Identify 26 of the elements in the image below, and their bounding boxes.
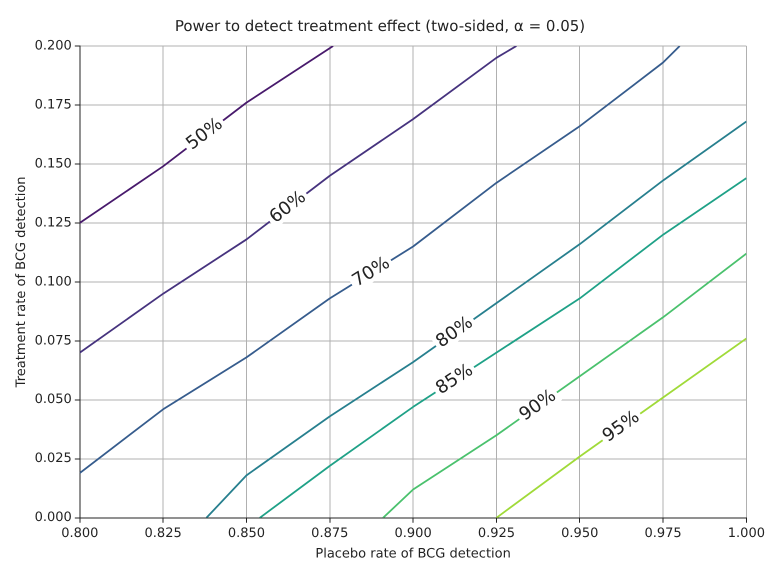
- chart-title: Power to detect treatment effect (two-sided, α = 0.05): [174, 16, 586, 35]
- y-axis-title: Treatment rate of BCG detection: [14, 176, 30, 388]
- y-tick-label: 0.200: [34, 38, 72, 54]
- y-tick-label: 0.050: [34, 392, 72, 408]
- text: 95%: [598, 406, 644, 446]
- x-tick-label: 0.800: [61, 526, 98, 541]
- y-tick-label: 0.125: [34, 215, 72, 230]
- text: 60%: [265, 186, 310, 228]
- x-tick-label: 0.825: [144, 526, 182, 541]
- y-tick-label: 0.150: [34, 156, 72, 172]
- x-tick-label: 0.900: [394, 526, 432, 541]
- y-tick-label: 0.000: [34, 510, 72, 526]
- y-tick-label: 0.075: [34, 333, 72, 348]
- y-tick-label: 0.100: [34, 274, 72, 290]
- x-tick-label: 0.850: [228, 526, 266, 541]
- text: 80%: [432, 312, 477, 352]
- text: 85%: [432, 359, 477, 399]
- y-tick-label: 0.025: [34, 451, 72, 466]
- x-axis-title: Placebo rate of BCG detection: [315, 546, 511, 562]
- x-tick-label: 0.875: [311, 526, 348, 541]
- x-tick-label: 1.000: [728, 526, 765, 541]
- text: 70%: [348, 252, 394, 292]
- x-tick-label: 0.975: [644, 526, 682, 541]
- x-tick-label: 0.925: [478, 526, 516, 541]
- x-tick-label: 0.950: [561, 526, 598, 541]
- y-tick-label: 0.175: [34, 97, 72, 112]
